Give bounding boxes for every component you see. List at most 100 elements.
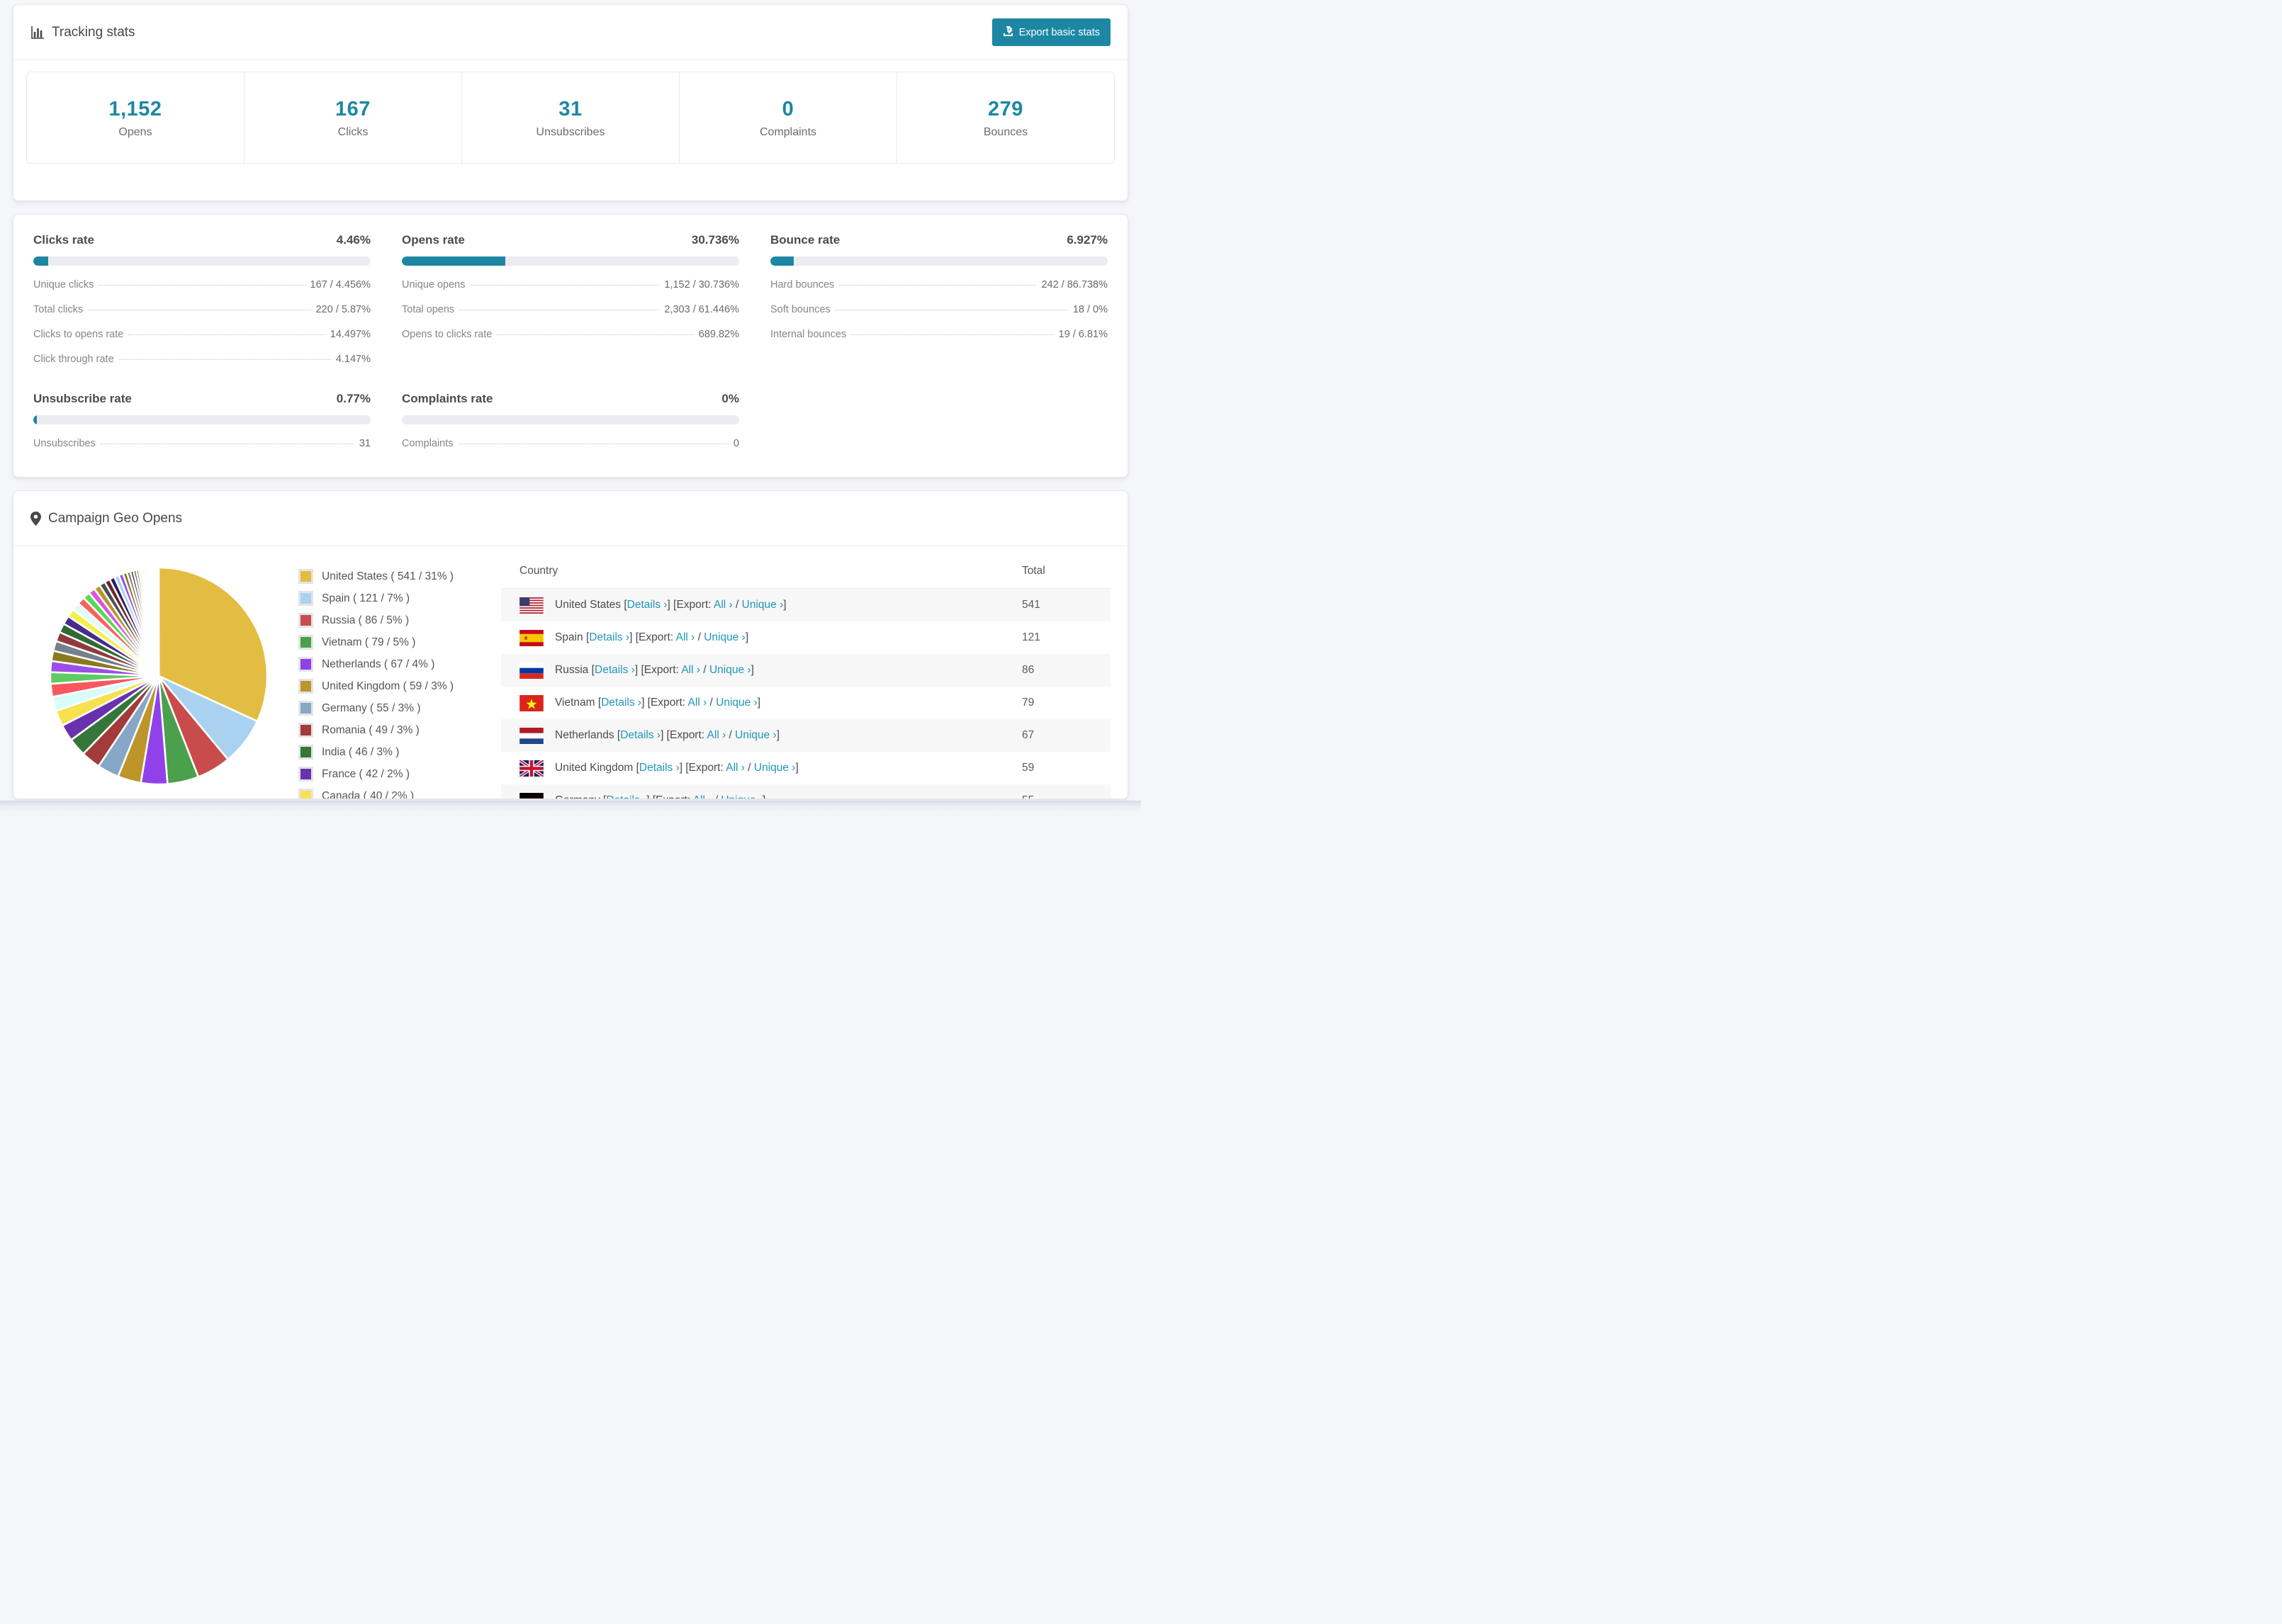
bar-chart-icon xyxy=(30,26,45,40)
export-unique-link[interactable]: Unique › xyxy=(741,599,784,611)
export-unique-link[interactable]: Unique › xyxy=(735,729,777,741)
export-all-link[interactable]: All › xyxy=(675,631,695,643)
legend-swatch xyxy=(298,657,313,672)
details-link[interactable]: Details › xyxy=(620,729,661,741)
country-cell: Russia [Details ›] [Export: All › / Uniq… xyxy=(519,662,1022,679)
country-name: Russia [ xyxy=(555,664,595,676)
details-link[interactable]: Details › xyxy=(589,631,630,643)
stat-row: Unique opens 1,152 / 30.736% xyxy=(402,279,739,291)
country-name: Netherlands [ xyxy=(555,729,621,741)
rate-head: Clicks rate 4.46% xyxy=(33,233,371,247)
page-bottom-strip xyxy=(0,801,1141,812)
legend-label: Romania ( 49 / 3% ) xyxy=(322,723,420,736)
details-link[interactable]: Details › xyxy=(626,599,668,611)
legend-swatch xyxy=(298,569,313,584)
export-unique-link[interactable]: Unique › xyxy=(704,631,746,643)
legend-item: Romania ( 49 / 3% ) xyxy=(298,723,484,738)
stat-value: 0 xyxy=(733,438,739,449)
export-all-link[interactable]: All › xyxy=(714,599,733,611)
stat-label: Click through rate xyxy=(33,354,114,365)
geo-row-gb: United Kingdom [Details ›] [Export: All … xyxy=(501,752,1111,784)
stat-value: 1,152 / 30.736% xyxy=(664,279,739,291)
pie-slice-57 xyxy=(157,566,160,677)
stat-label: Unique clicks xyxy=(33,279,94,291)
legend-label: Germany ( 55 / 3% ) xyxy=(322,701,421,714)
dotted-leader xyxy=(851,334,1054,335)
complaints-progressbar xyxy=(402,415,739,424)
pie-legend: United States ( 541 / 31% ) Spain ( 121 /… xyxy=(271,553,484,799)
legend-item: Germany ( 55 / 3% ) xyxy=(298,701,484,716)
column-country: Country xyxy=(519,564,558,577)
geo-table: Country Total United States [Details ›] … xyxy=(501,553,1111,799)
legend-swatch xyxy=(298,613,313,628)
stat-row: Opens to clicks rate 689.82% xyxy=(402,329,739,340)
export-all-link[interactable]: All › xyxy=(681,664,701,676)
summary-stat-unsubscribes: 31 Unsubscribes xyxy=(462,72,680,163)
legend-swatch xyxy=(298,635,313,650)
export-icon xyxy=(1003,26,1013,39)
nl-flag-icon xyxy=(519,727,544,744)
geo-opens-header: Campaign Geo Opens xyxy=(13,491,1128,546)
rate-title: Opens rate xyxy=(402,233,465,247)
legend-label: United Kingdom ( 59 / 3% ) xyxy=(322,680,454,692)
stat-row: Total clicks 220 / 5.87% xyxy=(33,304,371,315)
stat-value: 14.497% xyxy=(330,329,371,340)
export-unique-link[interactable]: Unique › xyxy=(721,794,763,799)
dotted-leader xyxy=(128,334,325,335)
dotted-leader xyxy=(99,285,305,286)
stat-label: Unique opens xyxy=(402,279,466,291)
progressbar-fill xyxy=(33,415,37,424)
unsubscribe-progressbar xyxy=(33,415,371,424)
section-title: Campaign Geo Opens xyxy=(48,510,183,526)
rate-value: 6.927% xyxy=(1067,233,1108,247)
country-total: 121 xyxy=(1022,631,1040,643)
details-link[interactable]: Details › xyxy=(601,697,642,709)
legend-item: United Kingdom ( 59 / 3% ) xyxy=(298,679,484,694)
export-basic-stats-button[interactable]: Export basic stats xyxy=(991,18,1111,46)
stat-label: Complaints xyxy=(402,438,454,449)
details-link[interactable]: Details › xyxy=(639,762,680,774)
export-all-link[interactable]: All › xyxy=(707,729,726,741)
geo-row-us: United States [Details ›] [Export: All ›… xyxy=(501,589,1111,621)
progressbar-fill xyxy=(770,256,794,266)
rate-block-opens: Opens rate 30.736% Unique opens 1,152 / 30.… xyxy=(402,233,739,365)
export-all-link[interactable]: All › xyxy=(687,697,707,709)
legend-swatch xyxy=(298,723,313,738)
geo-row-vn: Vietnam [Details ›] [Export: All › / Uni… xyxy=(501,687,1111,719)
rate-head: Complaints rate 0% xyxy=(402,392,739,406)
us-flag-icon xyxy=(519,597,544,614)
country-cell: Germany [Details ›] [Export: All › / Uni… xyxy=(519,792,1022,799)
export-unique-link[interactable]: Unique › xyxy=(709,664,751,676)
export-unique-link[interactable]: Unique › xyxy=(716,697,758,709)
legend-item: Canada ( 40 / 2% ) xyxy=(298,789,484,799)
legend-swatch xyxy=(298,745,313,760)
rate-block-clicks: Clicks rate 4.46% Unique clicks 167 / 4.456… xyxy=(33,233,371,365)
legend-swatch xyxy=(298,789,313,799)
details-link[interactable]: Details › xyxy=(606,794,646,799)
legend-label: Vietnam ( 79 / 5% ) xyxy=(322,636,416,648)
pie-slice-0 xyxy=(157,566,269,723)
rate-title: Complaints rate xyxy=(402,392,493,405)
country-links: United States [Details ›] [Export: All ›… xyxy=(555,599,787,611)
summary-stat-value: 279 xyxy=(988,98,1023,120)
export-all-link[interactable]: All › xyxy=(726,762,745,774)
dotted-leader xyxy=(118,359,331,360)
export-all-link[interactable]: All › xyxy=(693,794,712,799)
country-links: United Kingdom [Details ›] [Export: All … xyxy=(555,762,799,774)
country-cell: Spain [Details ›] [Export: All › / Uniqu… xyxy=(519,629,1022,646)
es-flag-icon xyxy=(519,629,544,646)
export-unique-link[interactable]: Unique › xyxy=(753,762,796,774)
legend-item: Vietnam ( 79 / 5% ) xyxy=(298,635,484,650)
summary-stat-label: Opens xyxy=(118,126,152,138)
page-title: Tracking stats xyxy=(52,24,135,40)
details-link[interactable]: Details › xyxy=(595,664,635,676)
dotted-leader xyxy=(839,285,1037,286)
stat-label: Unsubscribes xyxy=(33,438,96,449)
geo-row-es: Spain [Details ›] [Export: All › / Uniqu… xyxy=(501,621,1111,654)
pie-svg xyxy=(49,566,269,786)
dotted-leader xyxy=(497,334,694,335)
stat-row: Click through rate 4.147% xyxy=(33,354,371,365)
stat-row: Hard bounces 242 / 86.738% xyxy=(770,279,1108,291)
progressbar-fill xyxy=(402,256,506,266)
country-links: Vietnam [Details ›] [Export: All › / Uni… xyxy=(555,697,761,709)
